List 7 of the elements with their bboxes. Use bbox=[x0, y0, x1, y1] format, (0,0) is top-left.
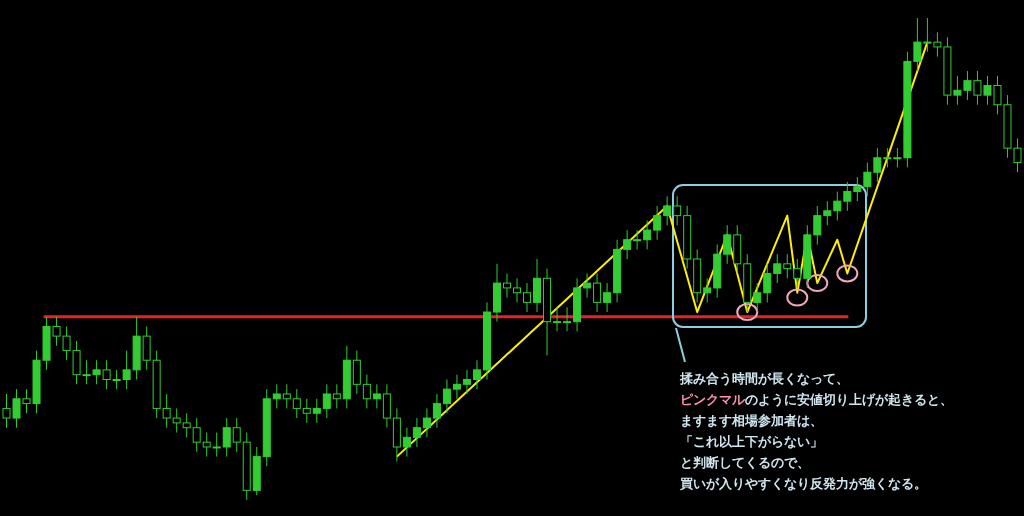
annotation: ますます相場参加者は、 bbox=[680, 413, 823, 428]
annotation: 買いが入りやすくなり反発力が強くなる。 bbox=[679, 476, 927, 491]
annotation: と判断してくるので、 bbox=[680, 455, 810, 470]
annotation: 揉み合う時間が長くなって、 bbox=[679, 371, 849, 386]
annotation: 「これ以上下がらない」 bbox=[680, 434, 823, 449]
annotation: のように安値切り上げが起きると、 bbox=[745, 392, 953, 407]
annotation: ピンクマル bbox=[680, 392, 746, 407]
